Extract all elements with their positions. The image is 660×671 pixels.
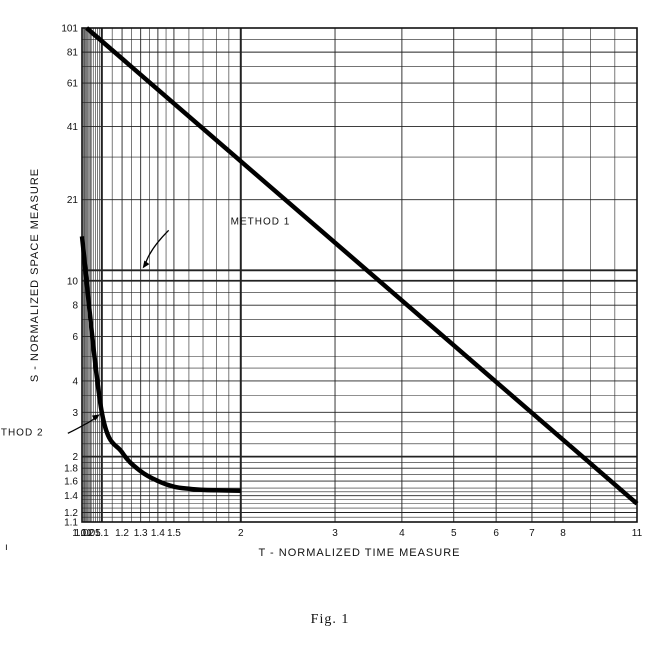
annotation-arrowhead-method-1 [142, 260, 150, 269]
y-tick-label: 6 [72, 332, 78, 343]
x-tick-label: 5 [451, 528, 457, 539]
x-tick-label: 6 [493, 528, 499, 539]
grid [81, 27, 638, 523]
series-group [79, 26, 639, 506]
x-tick-label: 2 [238, 528, 244, 539]
x-axis-label: T - NORMALIZED TIME MEASURE [258, 547, 460, 559]
y-tick-label: 4 [72, 376, 78, 387]
y-tick-label: 1.1 [64, 518, 78, 529]
y-tick-label: 2 [72, 452, 78, 463]
series-line-method-2 [79, 236, 241, 493]
x-tick-label: 11 [632, 528, 643, 539]
x-tick-label: 1.2 [115, 528, 129, 539]
plot-frame [81, 27, 638, 523]
x-tick-label: 7 [529, 528, 535, 539]
annotation-method-2: METHOD 2 [0, 427, 44, 438]
annotation-method-1: METHOD 1 [231, 216, 291, 227]
x-tick-label: 4 [399, 528, 405, 539]
y-tick-label: 21 [67, 195, 79, 206]
y-tick-label: 1.4 [64, 491, 78, 502]
y-tick-label: 8 [72, 301, 78, 312]
chart: METHOD 1METHOD 2 1.011.021.051.11.21.31.… [0, 24, 643, 560]
stray-mark: ı [5, 542, 8, 553]
annotation-group: METHOD 1 METHOD 2 [0, 216, 291, 438]
x-tick-label: 1.3 [134, 528, 148, 539]
x-tick-label: 1.02 [75, 528, 95, 539]
y-tick-label: 61 [67, 79, 79, 90]
x-tick-labels: 1.011.021.051.1 1.2 1.3 1.4 1.5 2 3 4 5 6 7 8 11 [72, 528, 642, 539]
x-tick-label: 1.05 [81, 528, 101, 539]
figure-caption: Fig. 1 [310, 612, 350, 627]
y-tick-label: 81 [67, 48, 79, 59]
y-tick-label: 10 [67, 276, 79, 287]
annotation-arrowhead-method-2 [91, 414, 100, 421]
y-tick-label: 3 [72, 408, 78, 419]
y-tick-label: 1.2 [64, 508, 78, 519]
x-tick-label: 1.5 [167, 528, 181, 539]
y-tick-labels: 101 81 61 41 21 10 8 6 4 3 21.8 1.6 1.4 1.21.1 [61, 24, 78, 529]
x-tick-label: 1.4 [151, 528, 165, 539]
y-tick-label: 1.8 [64, 464, 78, 475]
x-tick-label: 8 [560, 528, 566, 539]
annotation-arrow-method-1 [144, 229, 170, 267]
x-tick-label: 1.1 [95, 528, 109, 539]
y-tick-label: 1.6 [64, 477, 78, 488]
x-tick-label: 3 [332, 528, 338, 539]
y-tick-label: 41 [67, 122, 79, 133]
x-tick-label: 1.01 [72, 528, 92, 539]
y-tick-label: 101 [61, 24, 78, 35]
y-axis-label: S - NORMALIZED SPACE MEASURE [29, 168, 41, 382]
series-line-method-1 [85, 26, 639, 506]
